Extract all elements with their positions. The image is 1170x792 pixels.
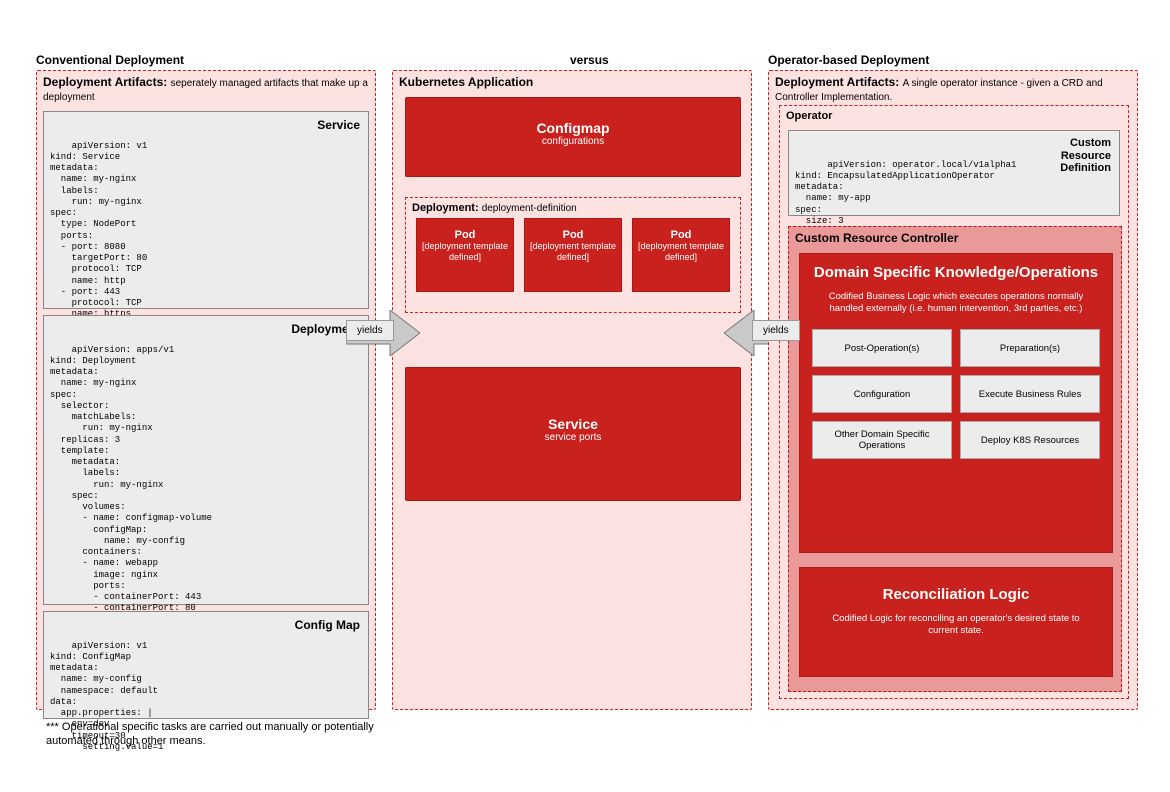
heading-left: Conventional Deployment: [36, 53, 184, 67]
configmap-sub: configurations: [406, 136, 740, 147]
configmap-title: Configmap: [406, 120, 740, 136]
yaml-label-crd: Custom Resource Definition: [1060, 137, 1111, 175]
arrow-left-label: yields: [346, 320, 394, 341]
yaml-crd-text: apiVersion: operator.local/v1alpha1 kind…: [795, 160, 1016, 226]
heading-right: Operator-based Deployment: [768, 53, 929, 67]
reconcile-title: Reconciliation Logic: [812, 586, 1100, 603]
operator-panel: Operator Custom Resource Definition apiV…: [779, 105, 1129, 699]
chip-domain: Other Domain Specific Operations: [812, 421, 952, 459]
deployment-subpanel-strong: Deployment:: [412, 202, 479, 214]
pod-3: Pod [deployment template defined]: [632, 218, 730, 292]
chip-prep: Preparation(s): [960, 329, 1100, 367]
yaml-crd: Custom Resource Definition apiVersion: o…: [788, 130, 1120, 216]
left-title-strong: Deployment Artifacts:: [43, 75, 167, 89]
reconcile-desc: Codified Logic for reconciling an operat…: [812, 613, 1100, 638]
right-panel: Deployment Artifacts: A single operator …: [768, 70, 1138, 710]
deployment-subpanel-sub: deployment-definition: [482, 203, 577, 214]
yaml-label-service: Service: [317, 118, 360, 133]
heading-versus: versus: [570, 53, 609, 67]
deployment-subpanel: Deployment: deployment-definition Pod [d…: [405, 197, 741, 313]
controller-panel: Custom Resource Controller Domain Specif…: [788, 226, 1122, 692]
pod-2: Pod [deployment template defined]: [524, 218, 622, 292]
pod-3-sub: [deployment template defined]: [633, 241, 729, 263]
block-configmap: Configmap configurations: [405, 97, 741, 177]
right-panel-title: Deployment Artifacts: A single operator …: [769, 71, 1137, 105]
chip-postop: Post-Operation(s): [812, 329, 952, 367]
service-title: Service: [406, 416, 740, 432]
reconcile-block: Reconciliation Logic Codified Logic for …: [799, 567, 1113, 677]
pod-1-sub: [deployment template defined]: [417, 241, 513, 263]
block-service: Service service ports: [405, 367, 741, 501]
yaml-label-configmap: Config Map: [295, 618, 360, 633]
yaml-service: Service apiVersion: v1 kind: Service met…: [43, 111, 369, 309]
domain-title: Domain Specific Knowledge/Operations: [812, 264, 1100, 283]
center-panel: Kubernetes Application Configmap configu…: [392, 70, 752, 710]
yaml-deployment-text: apiVersion: apps/v1 kind: Deployment met…: [50, 345, 255, 648]
chip-rules: Execute Business Rules: [960, 375, 1100, 413]
yaml-configmap: Config Map apiVersion: v1 kind: ConfigMa…: [43, 611, 369, 719]
left-panel-title: Deployment Artifacts: seperately managed…: [37, 71, 375, 105]
pod-1-title: Pod: [417, 229, 513, 241]
left-panel: Deployment Artifacts: seperately managed…: [36, 70, 376, 710]
chip-config: Configuration: [812, 375, 952, 413]
arrow-right-label: yields: [752, 320, 800, 341]
footnote: *** Operational specific tasks are carri…: [46, 720, 386, 749]
yaml-deployment: Deployment apiVersion: apps/v1 kind: Dep…: [43, 315, 369, 605]
service-sub: service ports: [406, 432, 740, 443]
yaml-service-text: apiVersion: v1 kind: Service metadata: n…: [50, 141, 147, 342]
chip-deploy: Deploy K8S Resources: [960, 421, 1100, 459]
deployment-subpanel-title: Deployment: deployment-definition: [406, 198, 740, 218]
center-title: Kubernetes Application: [393, 71, 751, 91]
operator-title: Operator: [780, 106, 1128, 126]
domain-desc: Codified Business Logic which executes o…: [812, 291, 1100, 316]
pod-2-title: Pod: [525, 229, 621, 241]
pod-1: Pod [deployment template defined]: [416, 218, 514, 292]
pod-2-sub: [deployment template defined]: [525, 241, 621, 263]
pod-3-title: Pod: [633, 229, 729, 241]
domain-block: Domain Specific Knowledge/Operations Cod…: [799, 253, 1113, 553]
right-title-strong: Deployment Artifacts:: [775, 75, 899, 89]
controller-title: Custom Resource Controller: [789, 227, 1121, 249]
